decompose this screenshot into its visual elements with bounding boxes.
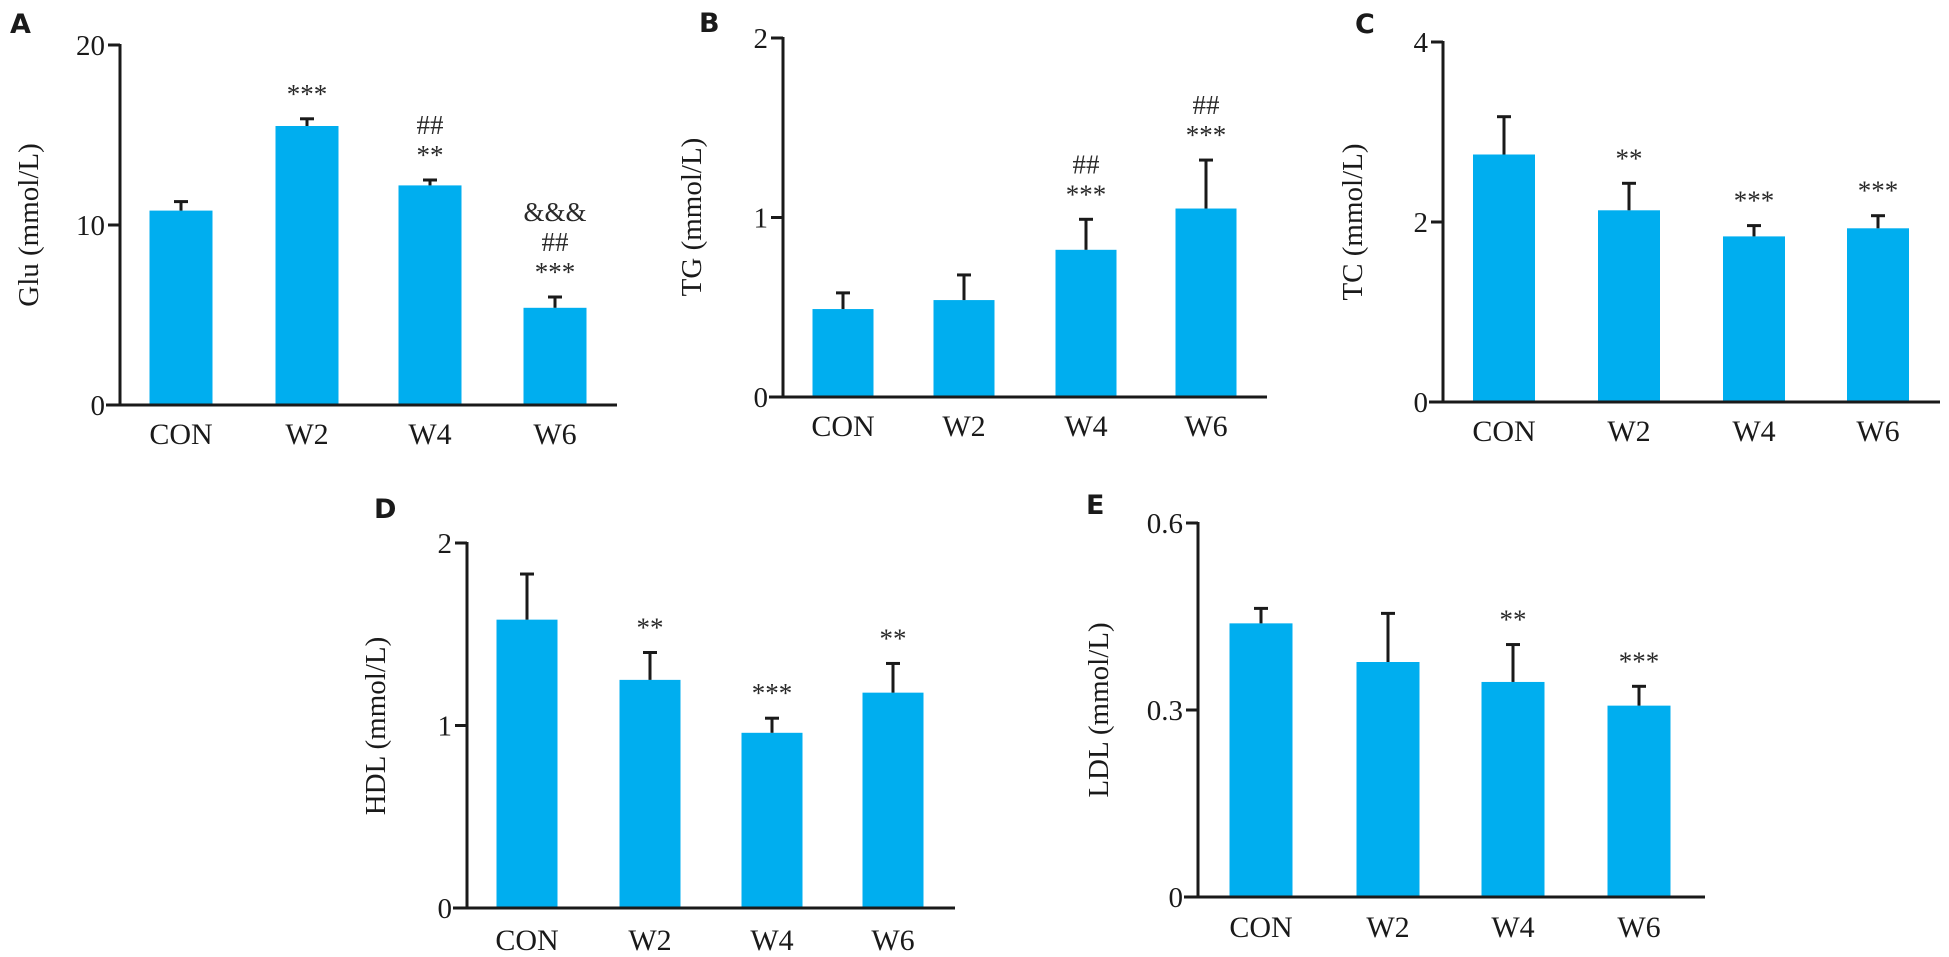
bar-w6 — [1847, 228, 1909, 402]
bar-con — [496, 619, 558, 908]
y-tick-label: 0 — [91, 390, 106, 422]
significance-label: *** — [1858, 176, 1899, 206]
significance-label: *** — [287, 79, 328, 109]
significance-label: ** — [1500, 605, 1527, 635]
significance-label: *** — [1186, 120, 1227, 150]
x-tick-label: CON — [149, 418, 212, 451]
y-tick-label: 0.3 — [1147, 695, 1183, 727]
x-tick-label: W2 — [1366, 911, 1409, 944]
x-tick-label: W6 — [533, 418, 576, 451]
panel-letter: E — [1086, 490, 1104, 521]
bar-con — [1229, 623, 1293, 897]
significance-label: ** — [880, 623, 907, 653]
bar-con — [812, 309, 874, 397]
bar-w2 — [933, 300, 995, 397]
significance-label: ## — [1073, 149, 1101, 179]
significance-label: *** — [752, 678, 793, 708]
significance-label: ## — [417, 110, 445, 140]
significance-label: ** — [637, 613, 664, 643]
bar-con — [149, 210, 213, 405]
y-axis-title: Glu (mmol/L) — [13, 143, 45, 307]
panel-d: D CON ** W2 *** W4 ** W6 0 1 2 HDL (mmol/L) — [360, 494, 955, 957]
panel-e: E CON W2 ** W4 *** W6 0 0.3 0.6 LDL (mmol/L) — [1083, 490, 1705, 944]
bar-con — [1473, 154, 1535, 402]
x-tick-label: W6 — [1184, 410, 1227, 443]
x-tick-label: CON — [811, 410, 874, 443]
bar-w4 — [1723, 236, 1785, 402]
significance-label: ** — [1616, 143, 1643, 173]
x-tick-label: W6 — [871, 924, 914, 957]
significance-label: *** — [1734, 186, 1775, 216]
x-tick-label: W2 — [628, 924, 671, 957]
bar-w2 — [1356, 662, 1420, 897]
bar-w4 — [398, 185, 462, 405]
x-tick-label: W4 — [1491, 911, 1534, 944]
x-tick-label: W4 — [408, 418, 451, 451]
x-tick-label: W4 — [1064, 410, 1107, 443]
bar-w6 — [523, 307, 587, 405]
x-tick-label: CON — [1229, 911, 1292, 944]
x-tick-label: W6 — [1617, 911, 1660, 944]
y-tick-label: 0.6 — [1147, 508, 1183, 540]
x-tick-label: W6 — [1856, 415, 1899, 448]
panel-c: C CON ** W2 *** W4 *** W6 0 2 4 TC (mmol/L) — [1337, 9, 1940, 448]
y-axis-title: HDL (mmol/L) — [360, 637, 392, 816]
y-tick-label: 2 — [754, 23, 769, 55]
y-tick-label: 0 — [1169, 882, 1184, 914]
significance-label: ## — [1193, 90, 1221, 120]
y-axis-title: LDL (mmol/L) — [1083, 622, 1115, 797]
y-tick-label: 2 — [1414, 207, 1429, 239]
panel-letter: C — [1355, 9, 1375, 40]
y-tick-label: 10 — [76, 210, 105, 242]
bar-w2 — [1598, 210, 1660, 402]
significance-label: &&& — [523, 197, 586, 227]
significance-label: ## — [542, 227, 570, 257]
x-tick-label: W2 — [285, 418, 328, 451]
panel-letter: B — [699, 8, 720, 39]
y-tick-label: 20 — [76, 30, 105, 62]
panel-letter: D — [374, 494, 396, 525]
y-tick-label: 0 — [438, 893, 453, 925]
bar-w6 — [1175, 208, 1237, 397]
bar-w6 — [1607, 705, 1671, 897]
bar-w2 — [619, 679, 681, 908]
panel-letter: A — [10, 9, 31, 40]
y-tick-label: 0 — [1414, 387, 1429, 419]
significance-label: ** — [417, 140, 444, 170]
bar-w2 — [275, 126, 339, 405]
significance-label: *** — [1619, 646, 1660, 676]
x-tick-label: W2 — [1607, 415, 1650, 448]
bar-w4 — [1055, 249, 1117, 397]
x-tick-label: CON — [1472, 415, 1535, 448]
x-tick-label: W4 — [750, 924, 793, 957]
x-tick-label: W4 — [1732, 415, 1775, 448]
significance-label: *** — [1066, 179, 1107, 209]
y-axis-title: TG (mmol/L) — [676, 138, 708, 297]
significance-label: *** — [535, 257, 576, 287]
x-tick-label: CON — [495, 924, 558, 957]
y-tick-label: 1 — [754, 203, 769, 235]
y-tick-label: 2 — [438, 528, 453, 560]
bar-w4 — [741, 732, 803, 908]
y-tick-label: 0 — [754, 382, 769, 414]
y-axis-title: TC (mmol/L) — [1337, 143, 1369, 300]
bar-w6 — [862, 692, 924, 908]
y-tick-label: 4 — [1414, 27, 1429, 59]
y-tick-label: 1 — [438, 711, 453, 743]
bar-w4 — [1481, 681, 1545, 897]
x-tick-label: W2 — [942, 410, 985, 443]
